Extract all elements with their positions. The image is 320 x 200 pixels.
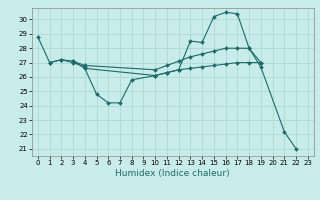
X-axis label: Humidex (Indice chaleur): Humidex (Indice chaleur): [116, 169, 230, 178]
